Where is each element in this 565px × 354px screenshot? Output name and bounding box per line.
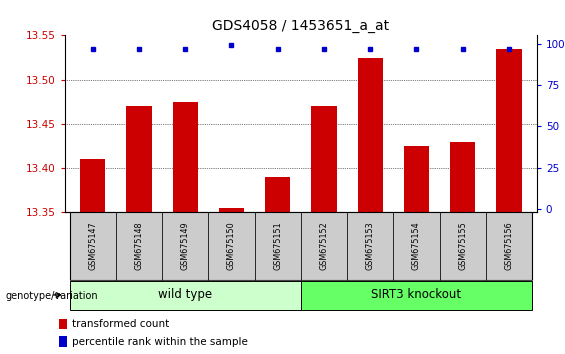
- Text: wild type: wild type: [158, 289, 212, 302]
- Title: GDS4058 / 1453651_a_at: GDS4058 / 1453651_a_at: [212, 19, 389, 33]
- Text: GSM675151: GSM675151: [273, 222, 282, 270]
- FancyBboxPatch shape: [486, 212, 532, 280]
- Text: GSM675149: GSM675149: [181, 222, 190, 270]
- Text: GSM675153: GSM675153: [366, 222, 375, 270]
- Bar: [450, 142, 476, 212]
- FancyBboxPatch shape: [162, 212, 208, 280]
- Bar: [404, 146, 429, 212]
- FancyBboxPatch shape: [301, 281, 532, 310]
- Text: GSM675156: GSM675156: [505, 222, 514, 270]
- Text: genotype/variation: genotype/variation: [6, 291, 98, 301]
- Text: transformed count: transformed count: [72, 319, 170, 329]
- Text: GSM675150: GSM675150: [227, 222, 236, 270]
- FancyBboxPatch shape: [255, 212, 301, 280]
- Bar: [265, 177, 290, 212]
- FancyBboxPatch shape: [208, 212, 255, 280]
- Text: SIRT3 knockout: SIRT3 knockout: [371, 289, 462, 302]
- Bar: [126, 106, 151, 212]
- FancyBboxPatch shape: [69, 212, 116, 280]
- FancyBboxPatch shape: [440, 212, 486, 280]
- Bar: [59, 336, 67, 347]
- FancyBboxPatch shape: [301, 212, 347, 280]
- FancyBboxPatch shape: [347, 212, 393, 280]
- Text: GSM675148: GSM675148: [134, 222, 144, 270]
- Bar: [496, 49, 521, 212]
- FancyBboxPatch shape: [69, 281, 301, 310]
- Bar: [59, 319, 67, 329]
- FancyBboxPatch shape: [393, 212, 440, 280]
- Text: GSM675154: GSM675154: [412, 222, 421, 270]
- Text: GSM675147: GSM675147: [88, 222, 97, 270]
- Bar: [172, 102, 198, 212]
- Bar: [80, 159, 106, 212]
- Text: GSM675152: GSM675152: [319, 222, 328, 270]
- Text: percentile rank within the sample: percentile rank within the sample: [72, 337, 248, 347]
- Bar: [311, 106, 337, 212]
- Bar: [358, 57, 383, 212]
- FancyBboxPatch shape: [116, 212, 162, 280]
- Bar: [219, 208, 244, 212]
- Text: GSM675155: GSM675155: [458, 222, 467, 270]
